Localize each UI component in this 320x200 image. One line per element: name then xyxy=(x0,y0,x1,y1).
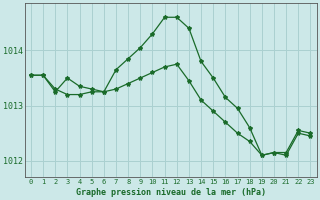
X-axis label: Graphe pression niveau de la mer (hPa): Graphe pression niveau de la mer (hPa) xyxy=(76,188,266,197)
